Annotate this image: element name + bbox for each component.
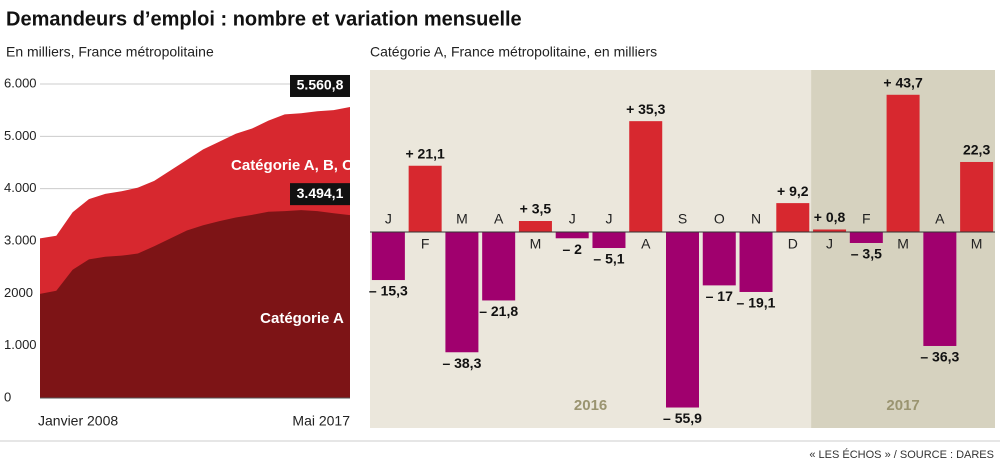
x-tick-label: F bbox=[862, 211, 871, 227]
x-tick-label: M bbox=[971, 236, 983, 252]
subtitle: Catégorie A, France métropolitaine, en m… bbox=[370, 44, 657, 60]
value-label: – 19,1 bbox=[737, 295, 776, 311]
x-tick-label: O bbox=[714, 211, 725, 227]
value-label: + 0,8 bbox=[814, 209, 846, 225]
x-tick-label: S bbox=[678, 211, 687, 227]
value-label: + 9,2 bbox=[777, 183, 809, 199]
bar bbox=[960, 161, 994, 232]
bar bbox=[518, 221, 552, 232]
bar bbox=[629, 121, 663, 232]
bar bbox=[371, 232, 405, 281]
x-tick-label: M bbox=[530, 236, 542, 252]
bar bbox=[702, 232, 736, 286]
bar bbox=[813, 229, 847, 232]
bar bbox=[923, 232, 957, 346]
x-tick-label: J bbox=[385, 211, 392, 227]
value-label: + 21,1 bbox=[405, 145, 445, 161]
value-label: – 3,5 bbox=[851, 246, 882, 262]
value-label: – 5,1 bbox=[593, 251, 624, 267]
bar bbox=[482, 232, 516, 301]
x-tick-label: J bbox=[605, 211, 612, 227]
bar bbox=[886, 94, 920, 232]
x-tick-label: J bbox=[826, 236, 833, 252]
bar bbox=[445, 232, 479, 353]
source: « LES ÉCHOS » / SOURCE : DARES bbox=[809, 448, 994, 461]
x-tick-label: J bbox=[569, 211, 576, 227]
x-tick-label: A bbox=[494, 211, 504, 227]
year-label: 2016 bbox=[574, 397, 607, 414]
series-label: Catégorie A bbox=[260, 310, 344, 327]
x-tick-label: N bbox=[751, 211, 761, 227]
x-tick-label: F bbox=[421, 236, 430, 252]
bar bbox=[408, 165, 442, 232]
value-label: + 3,5 bbox=[520, 201, 552, 217]
end-label: 3.494,1 bbox=[297, 185, 344, 201]
y-tick-label: 0 bbox=[4, 389, 11, 404]
bar bbox=[776, 203, 810, 232]
value-label: – 17 bbox=[706, 288, 733, 304]
value-label: 22,3 bbox=[963, 142, 990, 158]
y-tick-label: 6.000 bbox=[4, 75, 37, 90]
value-label: – 21,8 bbox=[479, 303, 518, 319]
value-label: – 55,9 bbox=[663, 410, 702, 426]
year-label: 2017 bbox=[886, 397, 919, 414]
y-tick-label: 5.000 bbox=[4, 128, 37, 143]
x-tick-label: M bbox=[897, 236, 909, 252]
value-label: – 2 bbox=[562, 241, 582, 257]
title: Demandeurs d’emploi : nombre et variatio… bbox=[6, 8, 522, 30]
value-label: – 15,3 bbox=[369, 283, 408, 299]
y-tick-label: 2000 bbox=[4, 285, 33, 300]
y-tick-label: 3.000 bbox=[4, 232, 37, 247]
y-tick-label: 4.000 bbox=[4, 180, 37, 195]
value-label: – 36,3 bbox=[920, 349, 959, 365]
area bbox=[40, 210, 350, 398]
bar bbox=[849, 232, 883, 243]
series-label: Catégorie A, B, C bbox=[231, 157, 353, 174]
x-tick-label: D bbox=[788, 236, 798, 252]
y-tick-label: 1.000 bbox=[4, 337, 37, 352]
value-label: + 43,7 bbox=[883, 74, 923, 90]
end-label-box bbox=[290, 74, 350, 97]
value-label: + 35,3 bbox=[626, 101, 666, 117]
x-tick-label: M bbox=[456, 211, 468, 227]
bar bbox=[739, 232, 773, 292]
subtitle: En milliers, France métropolitaine bbox=[6, 44, 214, 60]
value-label: – 38,3 bbox=[442, 355, 481, 371]
x-tick-label: Mai 2017 bbox=[292, 413, 350, 429]
end-label: 5.560,8 bbox=[297, 77, 344, 93]
x-tick-label: A bbox=[641, 236, 651, 252]
x-tick-label: Janvier 2008 bbox=[38, 413, 118, 429]
end-label-box bbox=[290, 183, 350, 206]
bar bbox=[555, 232, 589, 239]
x-tick-label: A bbox=[935, 211, 945, 227]
bar bbox=[666, 232, 699, 408]
bar bbox=[592, 232, 626, 249]
